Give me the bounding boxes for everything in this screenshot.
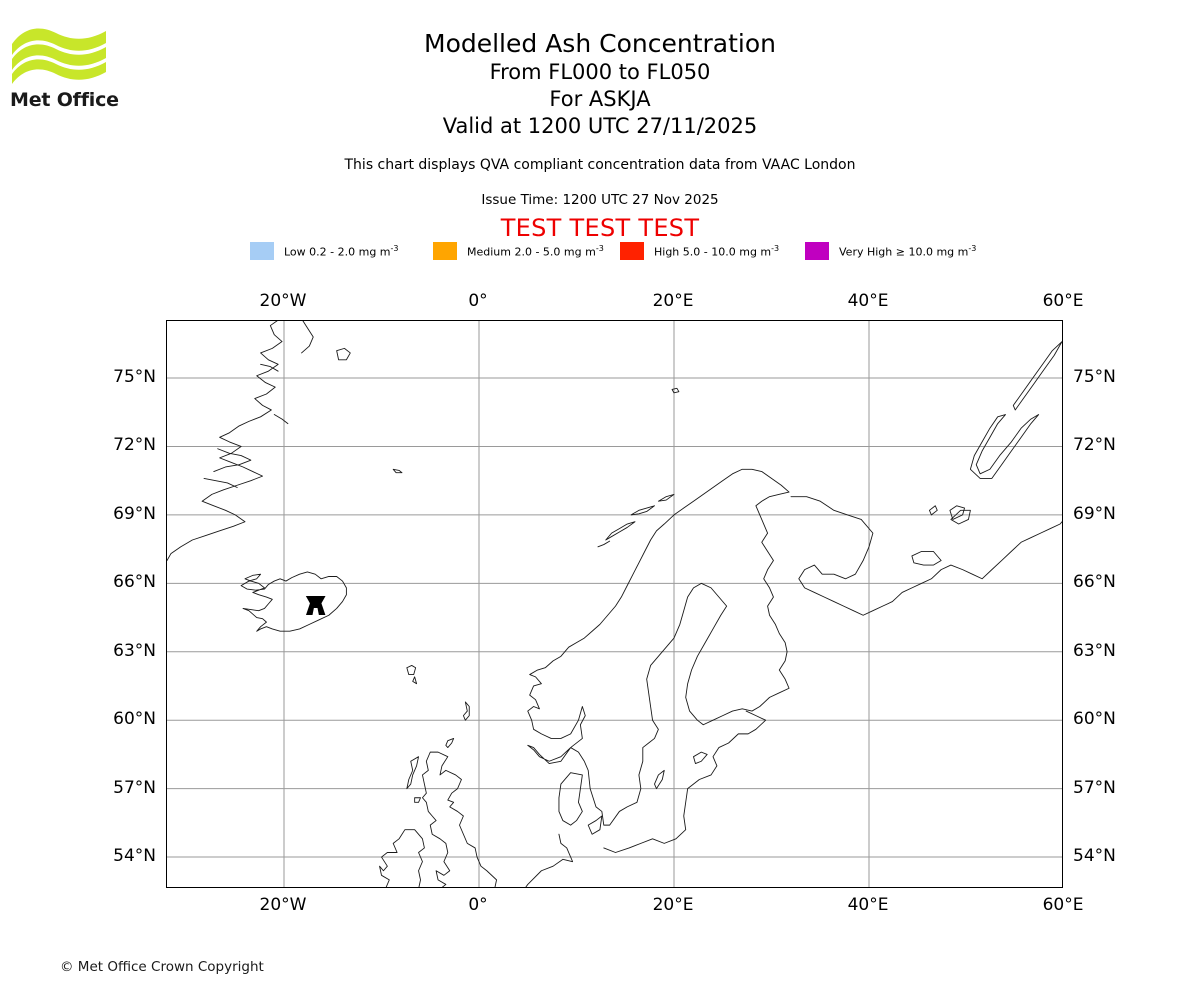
volcano-markers bbox=[305, 595, 326, 615]
met-office-logo: Met Office bbox=[10, 22, 122, 114]
graticule-gridlines bbox=[167, 321, 1062, 887]
lon-label-top-60: 60°E bbox=[1042, 291, 1084, 311]
lon-label-bottom-20: 20°E bbox=[652, 895, 694, 915]
issue-time-block: Issue Time: 1200 UTC 27 Nov 2025 bbox=[0, 191, 1200, 209]
logo-wordmark: Met Office bbox=[10, 89, 119, 111]
coastline-path-16 bbox=[657, 493, 675, 502]
coastline-path-27 bbox=[445, 738, 455, 749]
legend-label-high: High 5.0 - 10.0 mg m-3 bbox=[654, 243, 780, 259]
coastline-path-25 bbox=[406, 756, 419, 790]
coastline-path-3 bbox=[260, 363, 279, 372]
coastline-path-2 bbox=[203, 477, 238, 488]
coastline-path-0 bbox=[167, 321, 283, 561]
lat-label-right-72: 72°N bbox=[1073, 435, 1116, 456]
lat-label-right-66: 66°N bbox=[1073, 572, 1116, 593]
flight-level-range: From FL000 to FL050 bbox=[489, 60, 711, 84]
lat-label-left-63: 63°N bbox=[113, 640, 156, 661]
lat-label-left-69: 69°N bbox=[113, 503, 156, 524]
lat-label-left-66: 66°N bbox=[113, 572, 156, 593]
lat-label-right-63: 63°N bbox=[1073, 640, 1116, 661]
coastline-path-22 bbox=[525, 833, 574, 887]
legend-item-low: Low 0.2 - 2.0 mg m-3 bbox=[250, 241, 399, 261]
legend-swatch-high bbox=[620, 242, 644, 260]
map-plot-area bbox=[166, 320, 1063, 888]
lat-label-right-60: 60°N bbox=[1073, 709, 1116, 730]
coastline-path-7 bbox=[240, 571, 347, 632]
coastline-path-24 bbox=[379, 829, 425, 887]
volcano-icon bbox=[305, 595, 326, 615]
coastline-path-18 bbox=[587, 815, 603, 835]
qva-note: This chart displays QVA compliant concen… bbox=[344, 157, 856, 173]
concentration-legend: Low 0.2 - 2.0 mg m-3 Medium 2.0 - 5.0 mg… bbox=[250, 241, 995, 261]
coastlines bbox=[167, 321, 1062, 887]
lat-label-right-75: 75°N bbox=[1073, 367, 1116, 388]
legend-item-medium: Medium 2.0 - 5.0 mg m-3 bbox=[433, 241, 604, 261]
coastline-path-1 bbox=[213, 448, 252, 472]
coastline-path-10 bbox=[412, 676, 418, 685]
copyright-notice: © Met Office Crown Copyright bbox=[60, 959, 264, 975]
lat-label-right-69: 69°N bbox=[1073, 503, 1116, 524]
map-container: 20°W 20°W 0° 0° 20°E 20°E 40°E 40°E 60°E 60°E 54°N… bbox=[113, 291, 1116, 915]
coastline-path-5 bbox=[301, 321, 314, 354]
volcano-marker-askja bbox=[305, 595, 326, 615]
issue-time: Issue Time: 1200 UTC 27 Nov 2025 bbox=[481, 192, 719, 208]
coastline-path-15 bbox=[630, 505, 655, 516]
coastline-path-20 bbox=[603, 710, 767, 853]
coastline-path-13 bbox=[605, 521, 636, 541]
met-office-waves-logo-icon bbox=[12, 28, 106, 84]
coastline-path-29 bbox=[790, 496, 1062, 616]
legend-label-medium: Medium 2.0 - 5.0 mg m-3 bbox=[467, 243, 604, 259]
map-graphic bbox=[167, 321, 1062, 887]
lat-label-right-57: 57°N bbox=[1073, 777, 1116, 798]
coastline-path-32 bbox=[969, 414, 1040, 479]
coastline-path-6 bbox=[336, 347, 351, 361]
coastline-path-26 bbox=[414, 797, 421, 803]
coastline-path-4 bbox=[273, 414, 289, 425]
volcano-name: For ASKJA bbox=[549, 87, 651, 111]
page-title: Modelled Ash Concentration bbox=[424, 29, 776, 58]
coastline-path-21 bbox=[693, 751, 708, 764]
coastline-path-11 bbox=[671, 387, 680, 394]
qva-note-block: This chart displays QVA compliant concen… bbox=[0, 156, 1200, 175]
test-banner: TEST TEST TEST bbox=[500, 214, 700, 242]
coastline-path-34 bbox=[949, 505, 965, 520]
coastline-path-9 bbox=[406, 665, 417, 676]
lon-label-top--20: 20°W bbox=[259, 291, 307, 311]
lat-label-left-54: 54°N bbox=[113, 846, 156, 867]
lon-label-top-40: 40°E bbox=[847, 291, 889, 311]
legend-swatch-medium bbox=[433, 242, 457, 260]
legend-item-very-high: Very High ≥ 10.0 mg m-3 bbox=[805, 241, 976, 261]
coastline-path-19 bbox=[654, 769, 665, 790]
legend-swatch-very-high bbox=[805, 242, 829, 260]
lat-label-right-54: 54°N bbox=[1073, 846, 1116, 867]
coastline-path-14 bbox=[597, 540, 611, 548]
lat-label-left-72: 72°N bbox=[113, 435, 156, 456]
coastline-path-35 bbox=[929, 505, 938, 516]
valid-time: Valid at 1200 UTC 27/11/2025 bbox=[442, 114, 758, 138]
coastline-path-31 bbox=[950, 509, 971, 525]
lon-label-bottom-0: 0° bbox=[468, 895, 488, 915]
coastline-path-30 bbox=[911, 550, 942, 566]
lat-label-left-75: 75°N bbox=[113, 367, 156, 388]
coastline-path-8 bbox=[392, 468, 403, 474]
lon-label-top-20: 20°E bbox=[652, 291, 694, 311]
lon-label-top-0: 0° bbox=[468, 291, 488, 311]
coastline-path-33 bbox=[1012, 341, 1062, 411]
legend-swatch-low bbox=[250, 242, 274, 260]
lat-label-left-57: 57°N bbox=[113, 777, 156, 798]
lat-label-left-60: 60°N bbox=[113, 709, 156, 730]
chart-title-block: Modelled Ash Concentration From FL000 to… bbox=[0, 28, 1200, 140]
coastline-path-12 bbox=[527, 468, 790, 826]
lon-label-bottom--20: 20°W bbox=[259, 895, 307, 915]
legend-item-high: High 5.0 - 10.0 mg m-3 bbox=[620, 241, 779, 261]
coastline-path-23 bbox=[422, 751, 497, 887]
lon-label-bottom-60: 60°E bbox=[1042, 895, 1084, 915]
legend-label-very-high: Very High ≥ 10.0 mg m-3 bbox=[839, 243, 977, 259]
coastline-path-28 bbox=[462, 701, 470, 721]
legend-label-low: Low 0.2 - 2.0 mg m-3 bbox=[284, 243, 399, 259]
coastline-path-17 bbox=[558, 772, 583, 826]
lon-label-bottom-40: 40°E bbox=[847, 895, 889, 915]
